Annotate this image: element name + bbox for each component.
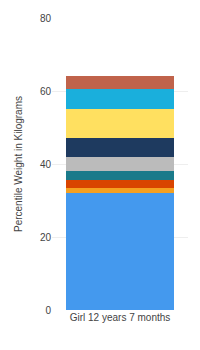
svg-text:80: 80 [40, 13, 52, 24]
svg-text:0: 0 [45, 305, 51, 316]
svg-text:60: 60 [40, 86, 52, 97]
svg-text:40: 40 [40, 159, 52, 170]
svg-text:Percentile Weight in Kilograms: Percentile Weight in Kilograms [13, 96, 24, 232]
svg-text:20: 20 [40, 232, 52, 243]
svg-text:Girl 12 years 7 months: Girl 12 years 7 months [70, 312, 171, 323]
